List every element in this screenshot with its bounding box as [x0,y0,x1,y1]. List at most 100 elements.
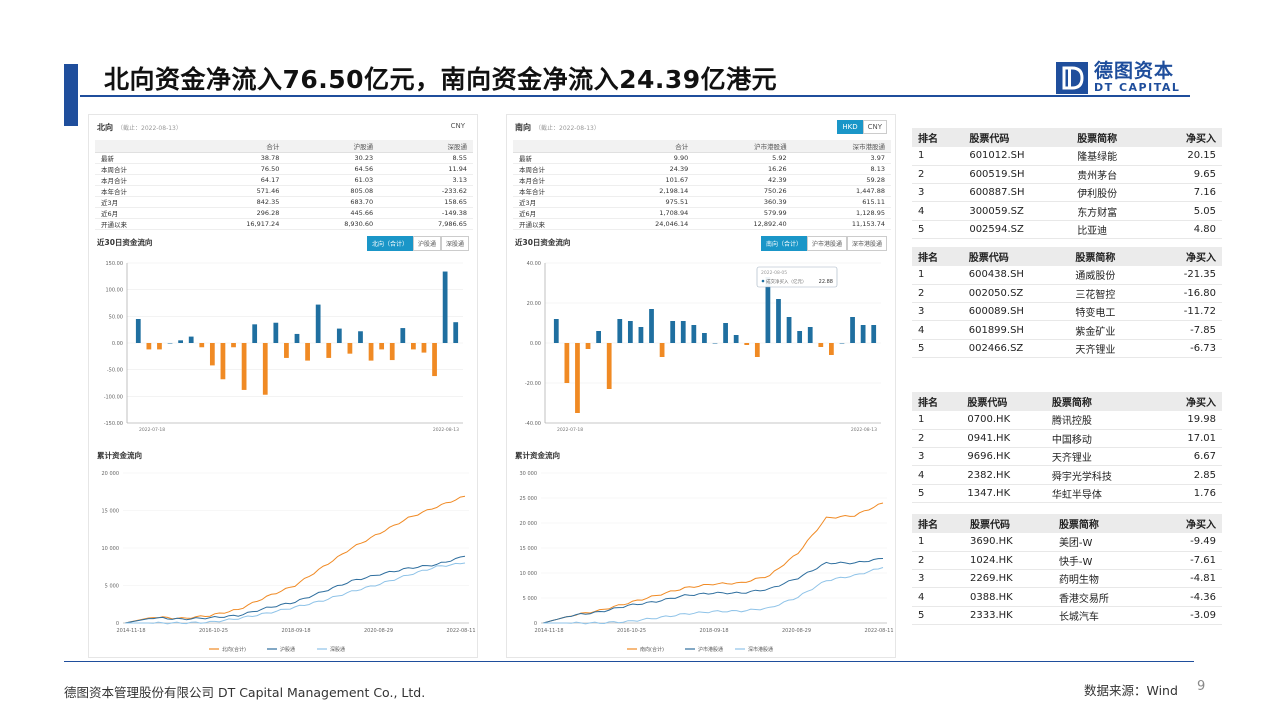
table-row: 近6月 296.28 445.66 -149.38 [95,207,473,219]
north-flow30-title: 近30日资金流向 [97,238,153,247]
table-cell: 11,153.74 [792,218,891,230]
table-cell: 16,917.24 [182,218,286,230]
table-cell: 2,198.14 [595,185,695,197]
rank-row: 2 600519.SH 贵州茅台 9.65 [912,165,1222,185]
series-line [124,555,466,624]
y-tick-label: 30 000 [520,471,538,477]
legend-label[interactable]: 深市港股通 [748,646,773,653]
bar [712,343,718,344]
table-cell: 579.99 [694,207,793,219]
rank-cell: -16.80 [1151,284,1222,304]
table-cell: 683.70 [285,196,380,208]
tab-hk-sz-connect[interactable]: 深市港股通 [846,236,887,251]
rank-cell: 2 [912,165,964,185]
rank-header: 股票代码 [961,392,1046,411]
rank-header: 股票简称 [1069,247,1152,266]
bar [850,317,855,343]
rank-cell: 2382.HK [961,465,1046,485]
y-tick-label: 0.00 [530,341,541,347]
bar [421,343,427,353]
tab-north-total[interactable]: 北向（合计） [366,236,413,251]
bar [220,343,226,380]
rank-cell: 5 [912,606,964,625]
title-accent-bar [64,64,78,126]
x-tick-label: 2014-11-18 [534,628,563,634]
table-row: 本周合计 76.50 64.56 11.94 [95,163,473,175]
tab-hk-sh-connect[interactable]: 沪市港股通 [806,236,847,251]
bar [231,343,236,348]
table-cell: 8.55 [379,152,473,164]
table-cell: 42.39 [694,174,793,186]
rank-cell: 0941.HK [961,429,1046,449]
bar [379,343,385,350]
currency-cny-toggle[interactable]: CNY [862,120,887,134]
tooltip-date: 2022-08-05 [761,270,787,276]
rank-row: 2 0941.HK 中国移动 17.01 [912,429,1222,449]
y-tick-label: 5 000 [105,584,119,590]
table-cell: 101.67 [595,174,695,186]
rank-cell: 601012.SH [963,147,1072,166]
x-tick-label: 2020-08-29 [364,628,393,634]
rank-cell: 1 [912,266,963,285]
bar [188,336,194,343]
rank-cell: -4.81 [1153,569,1222,589]
south-cum-chart: 30 000 25 000 20 000 15 000 10 000 5 000 02014… [520,471,894,653]
table-cell: 7,986.65 [379,218,473,230]
y-tick-label: 25 000 [520,496,538,502]
table-cell: 本月合计 [513,174,596,186]
rank-cell: 7.16 [1154,183,1222,203]
bar [702,333,707,343]
legend-label[interactable]: 南向(合计) [640,646,664,653]
north-date-note: （截止：2022-08-13） [117,125,182,132]
bar [585,343,591,349]
rank-header: 净买入 [1151,247,1222,266]
x-tick-label: 2022-07-18 [139,427,165,433]
rank-cell: -6.73 [1151,339,1222,358]
table-row: 本月合计 64.17 61.03 3.13 [95,174,473,186]
rank-cell: 600887.SH [963,183,1072,203]
y-tick-label: -40.00 [525,421,541,427]
table-row: 最新 38.78 30.23 8.55 [95,152,473,164]
rank-cell: 002594.SZ [963,220,1072,239]
currency-hkd-toggle[interactable]: HKD [837,120,863,134]
rank-cell: 紫金矿业 [1069,320,1152,340]
rank-row: 5 1347.HK 华虹半导体 1.76 [912,484,1222,503]
legend-label[interactable]: 深股通 [330,646,345,653]
footer-source: 数据来源：Wind [1084,683,1178,698]
rank-row: 4 0388.HK 香港交易所 -4.36 [912,587,1222,607]
rank-cell: 4 [912,320,963,340]
table-row: 近6月 1,708.94 579.99 1,128.95 [513,207,891,219]
y-tick-label: 0 [116,621,119,627]
rank-cell: 美团-W [1052,533,1154,552]
y-tick-label: -20.00 [525,381,541,387]
rank-header: 股票代码 [962,247,1070,266]
rank-cell: -3.09 [1153,606,1222,625]
rank-cell: 6.67 [1157,447,1222,467]
table-cell: 本年合计 [513,185,596,197]
rank-cell: 舜宇光学科技 [1045,465,1158,485]
rank-row: 4 300059.SZ 东方财富 5.05 [912,201,1222,221]
table-cell: 360.39 [694,196,793,208]
north-currency: CNY [446,120,469,132]
table-cell: 8.13 [792,163,891,175]
table-cell: 445.66 [285,207,380,219]
y-tick-label: 10 000 [102,546,120,552]
rank-cell: 1 [912,411,962,430]
bar [553,319,559,343]
x-tick-label: 2022-08-11 [446,628,475,634]
rank-cell: 17.01 [1157,429,1222,449]
legend-label[interactable]: 沪市港股通 [698,646,723,653]
y-tick-label: 0.00 [112,341,123,347]
tab-south-total[interactable]: 南向（合计） [760,236,807,251]
legend-label[interactable]: 沪股通 [280,646,295,653]
table-header: 深市港股通 [792,140,891,153]
tab-sz-connect[interactable]: 深股通 [440,236,469,251]
table-cell: 1,708.94 [595,207,695,219]
rank-cell: 0388.HK [964,587,1053,607]
table-row: 本年合计 571.46 805.08 -233.62 [95,185,473,197]
table-cell: 3.97 [792,152,891,164]
bar [691,325,697,343]
title-underline [80,95,1190,97]
legend-label[interactable]: 北向(合计) [222,646,246,653]
tab-sh-connect[interactable]: 沪股通 [412,236,441,251]
